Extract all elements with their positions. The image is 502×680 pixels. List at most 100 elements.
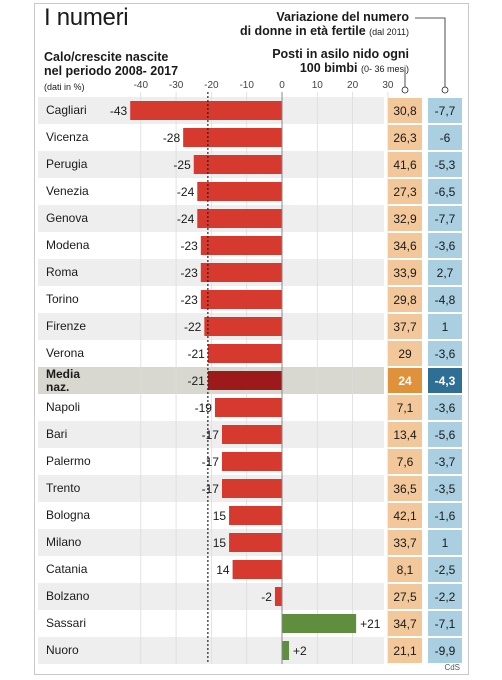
- bar-napoli: [214, 398, 282, 417]
- bar-bolzano: [274, 587, 282, 606]
- asilo-value: 33,9: [393, 266, 417, 280]
- subtitle-line-2: nel periodo 2008- 2017: [44, 64, 179, 78]
- variazione-value: -3,6: [434, 239, 456, 253]
- data-label: 14: [216, 563, 230, 577]
- category-label: Venezia: [46, 184, 89, 198]
- bar-bari: [221, 425, 282, 444]
- asilo-label-line-2: 100 bimbi: [299, 61, 358, 75]
- asilo-value: 42,1: [393, 509, 417, 523]
- category-label: Genova: [46, 211, 89, 225]
- category-label: Vicenza: [46, 130, 89, 144]
- asilo-value: 29: [398, 347, 412, 361]
- variazione-cell: [428, 395, 462, 420]
- category-label: Media naz.: [46, 367, 81, 394]
- asilo-cell: [388, 476, 422, 501]
- variazione-cell: [428, 476, 462, 501]
- bar-palermo: [221, 452, 282, 471]
- data-label: -17: [201, 455, 219, 469]
- asilo-cell: [388, 341, 422, 366]
- category-label: Palermo: [46, 454, 91, 468]
- asilo-value: 36,5: [393, 482, 417, 496]
- bar-milano: [229, 533, 282, 552]
- variazione-cell: [428, 503, 462, 528]
- category-label: Perugia: [46, 157, 88, 171]
- asilo-cell: [388, 260, 422, 285]
- bar-venezia: [197, 182, 282, 201]
- variazione-value: -3,6: [434, 347, 456, 361]
- asilo-cell: [388, 368, 422, 393]
- bar-roma: [200, 263, 282, 282]
- x-tick-label: -20: [204, 80, 219, 91]
- x-tick-label: 10: [311, 80, 323, 91]
- x-tick-label: -10: [239, 80, 254, 91]
- bar-modena: [200, 236, 282, 255]
- asilo-value: 24: [398, 374, 412, 388]
- variazione-value: -3,6: [434, 401, 456, 415]
- variazione-cell: [428, 125, 462, 150]
- variazione-column-label: Variazione del numero di donne in età fe…: [240, 10, 409, 39]
- category-label: Torino: [46, 292, 79, 306]
- data-label: -24: [176, 212, 195, 226]
- data-label: -22: [183, 320, 202, 334]
- category-label: Nuoro: [46, 643, 79, 657]
- x-tick-label: -40: [133, 80, 149, 91]
- data-label: +21: [360, 617, 381, 631]
- variazione-value: -4,3: [434, 374, 456, 388]
- asilo-value: 33,7: [393, 536, 417, 550]
- variazione-cell: [428, 260, 462, 285]
- data-label: -23: [180, 239, 198, 253]
- category-label: Modena: [46, 238, 90, 252]
- category-label: Bologna: [46, 508, 91, 522]
- asilo-cell: [388, 557, 422, 582]
- variazione-value: 1: [441, 536, 449, 550]
- asilo-cell: [388, 287, 422, 312]
- variazione-cell: [428, 557, 462, 582]
- variazione-cell: [428, 638, 462, 663]
- variazione-cell: [428, 206, 462, 231]
- data-label: -21: [187, 374, 205, 388]
- variazione-value: -2,5: [434, 563, 456, 577]
- category-label: Bolzano: [46, 589, 90, 603]
- asilo-cell: [388, 314, 422, 339]
- bar-catania: [232, 560, 282, 579]
- asilo-cell: [388, 152, 422, 177]
- asilo-cell: [388, 422, 422, 447]
- variazione-value: -1,6: [434, 509, 456, 523]
- asilo-marker: [401, 86, 409, 94]
- variazione-cell: [428, 179, 462, 204]
- data-label: -21: [187, 347, 205, 361]
- category-label: Roma: [46, 265, 79, 279]
- bar-cagliari: [130, 101, 282, 120]
- data-label: -25: [173, 158, 191, 172]
- variazione-value: -3,7: [434, 455, 456, 469]
- asilo-value: 27,5: [393, 590, 417, 604]
- data-label: -23: [180, 293, 198, 307]
- data-label: -17: [201, 482, 219, 496]
- variazione-cell: [428, 341, 462, 366]
- variazione-value: -2,2: [434, 590, 456, 604]
- asilo-cell: [388, 503, 422, 528]
- data-label: -43: [109, 104, 128, 118]
- x-tick-label: -30: [168, 80, 184, 91]
- variazione-cell: [428, 611, 462, 636]
- variazione-cell: [428, 314, 462, 339]
- variazione-marker-line: [415, 17, 446, 88]
- category-label: Sassari: [46, 616, 87, 630]
- x-tick-label: 0: [279, 80, 285, 91]
- variazione-value: -5,3: [434, 158, 456, 172]
- variazione-cell: [428, 422, 462, 447]
- asilo-value: 7,6: [396, 455, 414, 469]
- category-label: Cagliari: [46, 103, 87, 117]
- asilo-cell: [388, 638, 422, 663]
- asilo-value: 7,1: [396, 401, 414, 415]
- variazione-cell: [428, 530, 462, 555]
- asilo-cell: [388, 98, 422, 123]
- asilo-value: 34,6: [393, 239, 417, 253]
- asilo-value: 21,1: [393, 644, 417, 658]
- bar-verona: [207, 344, 282, 363]
- variazione-marker: [441, 86, 449, 94]
- category-label: Catania: [46, 562, 88, 576]
- category-label: Napoli: [46, 400, 81, 414]
- category-label: Firenze: [46, 319, 87, 333]
